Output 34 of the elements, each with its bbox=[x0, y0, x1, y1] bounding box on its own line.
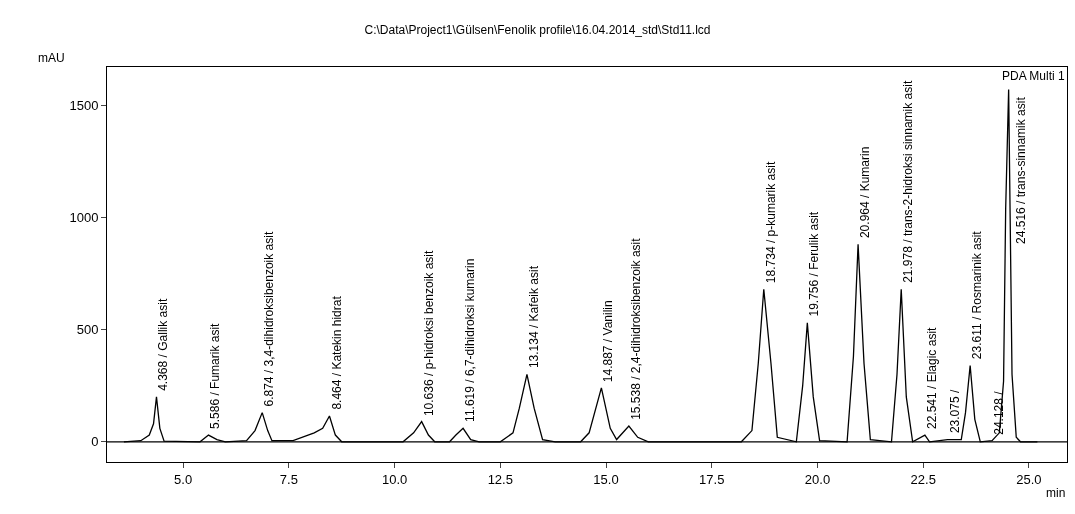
chart-title: C:\Data\Project1\Gülsen\Fenolik profile\16.04.2014_std\Std11.lcd bbox=[364, 23, 711, 38]
x-tick-label: 7.5 bbox=[279, 471, 298, 487]
x-tick-label: 25.0 bbox=[1016, 471, 1042, 487]
annotation: 5.586 / Fumarik asit bbox=[207, 322, 222, 429]
y-tick-label: 500 bbox=[76, 322, 99, 338]
x-tick-label: 17.5 bbox=[699, 471, 725, 487]
x-tick-label: 20.0 bbox=[804, 471, 831, 487]
annotation: 6.874 / 3,4-dihidroksibenzoik asit bbox=[262, 231, 277, 407]
annotation: 14.887 / Vanilin bbox=[601, 300, 616, 383]
x-tick-label: 12.5 bbox=[487, 471, 513, 487]
annotation: 23.075 / bbox=[947, 389, 962, 434]
annotation: 24.516 / trans-sinnamik asit bbox=[1013, 96, 1028, 244]
annotation: 10.636 / p-hidroksi benzoik asit bbox=[421, 249, 436, 417]
annotation: 4.368 / Gallik asit bbox=[155, 298, 170, 391]
annotation: 21.978 / trans-2-hidroksi sinnamik asit bbox=[901, 80, 916, 283]
annotation: 11.619 / 6,7-dihidroksi kumarin bbox=[463, 258, 478, 422]
y-tick-label: 0 bbox=[91, 434, 99, 450]
x-tick-label: 22.5 bbox=[910, 471, 936, 487]
annotation: 13.134 / Kafeik asit bbox=[527, 265, 542, 369]
y-tick-label: 1500 bbox=[69, 97, 99, 113]
annotation: 23.611 / Rosmarinik asit bbox=[970, 230, 985, 360]
annotation: PDA Multi 1 bbox=[1002, 69, 1066, 83]
x-axis-title: min bbox=[1046, 486, 1066, 500]
annotation: 22.541 / Elagic asit bbox=[924, 326, 939, 430]
annotation: 8.464 / Katekin hidrat bbox=[329, 295, 344, 410]
x-tick-label: 5.0 bbox=[174, 471, 193, 487]
annotation: 18.734 / p-kumarik asit bbox=[763, 161, 778, 284]
annotation: 19.756 / Ferulik asit bbox=[806, 211, 821, 317]
x-tick-label: 10.0 bbox=[381, 471, 408, 487]
x-tick-label: 15.0 bbox=[593, 471, 619, 487]
annotation: 20.964 / Kumarin bbox=[858, 146, 873, 239]
y-axis-title: mAU bbox=[38, 51, 65, 65]
y-tick-label: 1000 bbox=[69, 209, 99, 225]
annotation: 15.538 / 2,4-dihidroksibenzoik asit bbox=[628, 237, 643, 420]
